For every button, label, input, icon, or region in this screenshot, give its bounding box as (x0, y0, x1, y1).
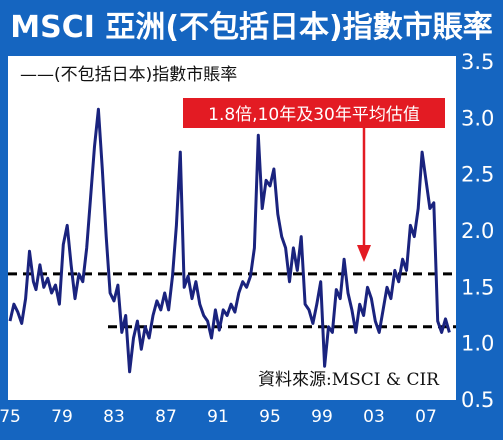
y-tick-label: 2.0 (461, 219, 494, 243)
y-tick-label: 3.5 (461, 50, 494, 74)
x-tick-label: 83 (103, 407, 125, 427)
y-tick-label: 0.5 (461, 388, 494, 412)
series-line (8, 107, 451, 374)
source-note: 資料來源:MSCI & CIR (258, 370, 440, 390)
annotation-box (183, 98, 445, 128)
y-tick-label: 1.0 (461, 332, 494, 356)
x-axis-ticks: 75 79 83 87 91 95 99 03 07 (0, 407, 437, 427)
x-tick-label: 07 (415, 407, 437, 427)
x-tick-label: 75 (0, 407, 21, 427)
y-axis-ticks: 0.5 1.0 1.5 2.0 2.5 3.0 3.5 (461, 50, 494, 412)
x-tick-label: 95 (259, 407, 281, 427)
annotation-arrow-head (357, 245, 371, 262)
x-tick-label: 79 (51, 407, 73, 427)
reference-lines (8, 272, 456, 329)
y-tick-label: 2.5 (461, 163, 494, 187)
legend-label: ——(不包括日本)指數市賬率 (20, 65, 237, 85)
x-tick-label: 87 (155, 407, 177, 427)
x-tick-label: 99 (311, 407, 333, 427)
x-tick-label: 03 (363, 407, 385, 427)
y-tick-label: 1.5 (461, 275, 494, 299)
y-tick-label: 3.0 (461, 106, 494, 130)
annotation-text: 1.8倍,10年及30年平均估值 (208, 105, 420, 125)
x-tick-label: 91 (207, 407, 229, 427)
chart-title: MSCI 亞洲(不包括日本)指數市賬率 (10, 10, 493, 45)
